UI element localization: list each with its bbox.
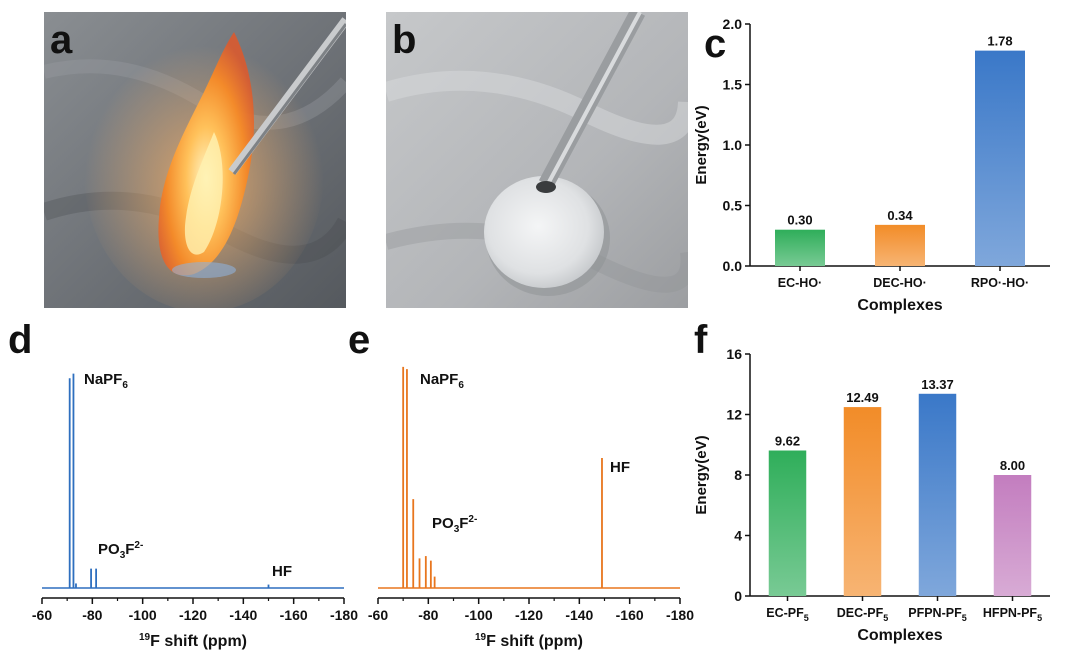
bar-value-label: 13.37 [921,377,954,392]
x-tick-label: DEC-HO· [873,276,926,290]
x-axis-title: 19F shift (ppm) [475,632,583,650]
bar-value-label: 1.78 [987,34,1012,49]
x-tick-label: -120 [515,607,543,623]
x-tick-label: -160 [280,607,308,623]
photo-burning-separator [44,12,346,308]
x-tick-label: -140 [565,607,593,623]
x-tick-label: -80 [418,607,438,623]
y-tick-label: 2.0 [723,16,743,32]
bar [918,393,957,596]
x-tick-label: -140 [229,607,257,623]
x-tick-label: -60 [368,607,388,623]
x-tick-label: -100 [465,607,493,623]
x-tick-label: HFPN-PF5 [983,606,1042,623]
bar-value-label: 0.34 [887,208,913,223]
panel-label-c: c [704,22,727,66]
bar-value-label: 0.30 [787,213,812,228]
x-tick-label: -100 [129,607,157,623]
y-tick-label: 0.0 [723,258,743,274]
bar-chart-c: 0.0 0.5 1.0 1.5 2.0 0.30 EC-HO· 0.34 DEC-HO· 1.78… [693,16,1050,314]
peak-annotation: NaPF6 [84,371,128,391]
x-tick-label: PFPN-PF5 [908,606,967,623]
peak-annotation: HF [610,459,630,476]
y-axis-title: Energy(eV) [693,105,710,184]
panel-label-a: a [50,18,73,62]
x-axis-title: Complexes [857,627,942,644]
x-tick-label: EC-PF5 [766,606,809,623]
nmr-spectrum-e: -60 -80 -100 -120 -140 -160 -180 19F shift (ppm… [368,366,694,650]
y-tick-label: 1.5 [723,77,743,93]
bar-value-label: 12.49 [846,390,879,405]
y-tick-label: 0 [734,588,742,604]
panel-label-e: e [348,318,371,362]
bar [843,407,882,596]
bar-chart-f: 0 4 8 12 16 9.62 EC-PF5 12.49 DEC-PF5 13.37 PFPN-P… [693,346,1050,644]
separator-disc-image [386,12,688,308]
peak-annotation: PO3F2- [432,514,477,535]
y-tick-label: 4 [734,528,742,544]
x-tick-label: DEC-PF5 [837,606,889,623]
bar [993,475,1032,596]
x-tick-label: -60 [32,607,52,623]
x-tick-label: EC-HO· [778,276,822,290]
y-tick-label: 12 [726,407,742,423]
y-tick-label: 0.5 [723,198,743,214]
bar [875,224,925,266]
x-tick-label: -160 [616,607,644,623]
panel-label-b: b [392,18,417,62]
bar [975,50,1025,267]
burning-flame-image [44,12,346,308]
photo-separator-after [386,12,688,308]
bar [775,229,825,266]
y-axis-title: Energy(eV) [693,435,710,514]
peak-annotation: PO3F2- [98,540,143,561]
x-axis-title: 19F shift (ppm) [139,632,247,650]
x-tick-label: -80 [82,607,102,623]
peak-annotation: HF [272,563,292,580]
panel-label-d: d [8,318,33,362]
bar-value-label: 9.62 [775,433,800,448]
x-tick-label: -120 [179,607,207,623]
x-tick-label: RPO·-HO· [971,276,1029,290]
x-tick-label: -180 [330,607,358,623]
y-tick-label: 16 [726,346,742,362]
x-axis-title: Complexes [857,297,942,314]
y-tick-label: 1.0 [723,137,743,153]
y-tick-label: 8 [734,467,742,483]
peak-annotation: NaPF6 [420,371,464,391]
x-tick-label: -180 [666,607,694,623]
panel-label-f: f [694,318,708,362]
nmr-spectrum-d: -60 -80 -100 -120 -140 -160 -180 19F shift (ppm… [32,371,358,650]
bar [768,450,807,596]
bar-value-label: 8.00 [1000,458,1025,473]
